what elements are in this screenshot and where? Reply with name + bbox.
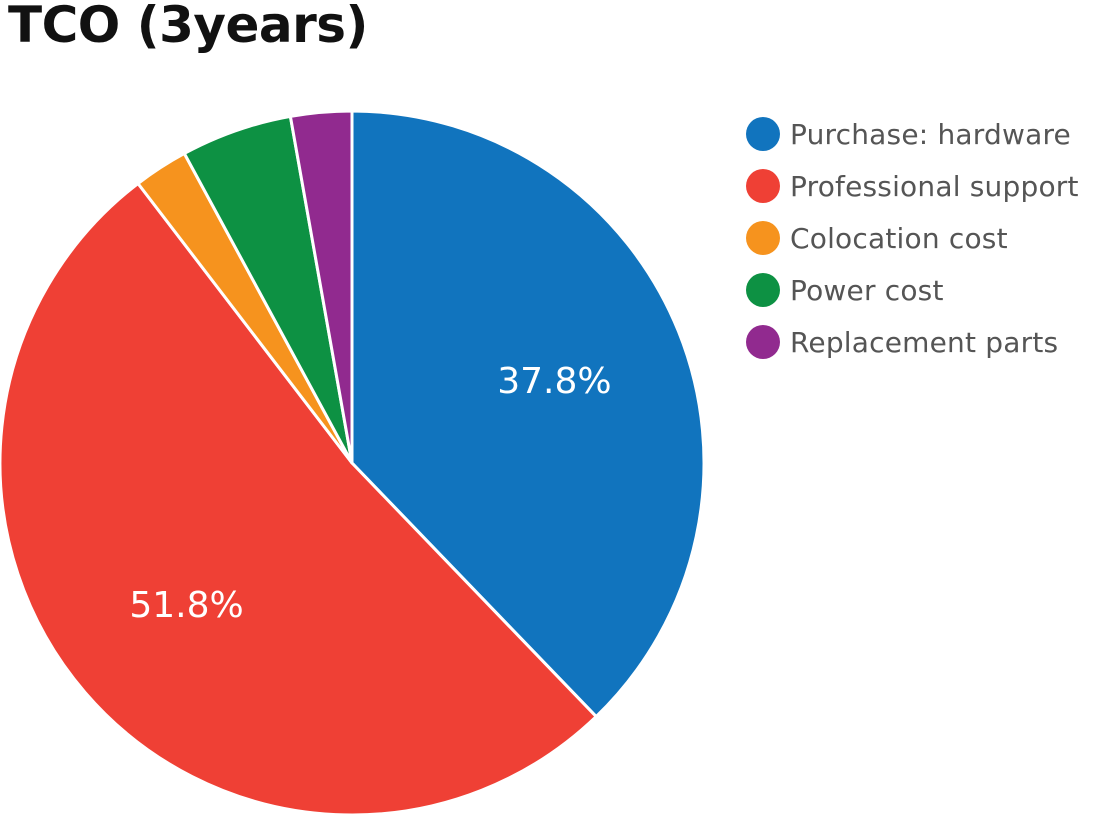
legend: Purchase: hardware Professional support Co… (746, 108, 1110, 368)
legend-label: Replacement parts (790, 325, 1059, 359)
legend-swatch (746, 117, 780, 151)
legend-item-purchase-hardware[interactable]: Purchase: hardware (746, 108, 1110, 160)
pie-slice-replacement-parts (288, 109, 354, 465)
slice-label-professional-support: 51.8% (129, 585, 243, 626)
legend-label: Professional support (790, 169, 1079, 203)
pie-slice-purchase-hardware (350, 109, 706, 719)
legend-swatch (746, 221, 780, 255)
pie-slices (0, 109, 706, 816)
legend-item-power-cost[interactable]: Power cost (746, 264, 1110, 316)
legend-item-professional-support[interactable]: Professional support (746, 160, 1110, 212)
pie-slice-professional-support (0, 182, 598, 816)
legend-item-colocation-cost[interactable]: Colocation cost (746, 212, 1110, 264)
chart-title: TCO (3years) (8, 0, 368, 54)
legend-label: Purchase: hardware (790, 117, 1071, 151)
legend-swatch (746, 169, 780, 203)
legend-swatch (746, 325, 780, 359)
legend-item-replacement-parts[interactable]: Replacement parts (746, 316, 1110, 368)
legend-label: Colocation cost (790, 221, 1008, 255)
pie-slice-labels: 37.8% 51.8% (129, 361, 611, 626)
legend-label: Power cost (790, 273, 944, 307)
slice-label-purchase-hardware: 37.8% (497, 361, 611, 402)
legend-swatch (746, 273, 780, 307)
